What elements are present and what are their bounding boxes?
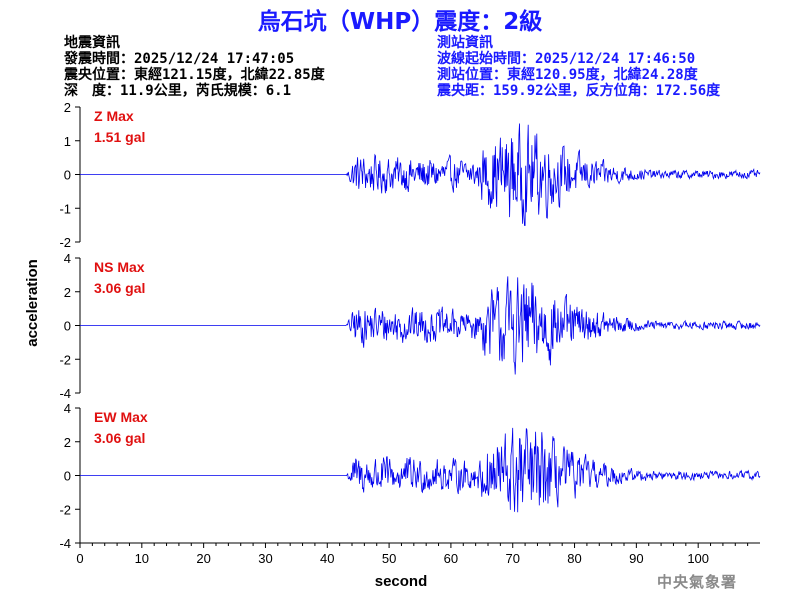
x-tick-label: 0 (76, 551, 83, 566)
x-axis-label: second (375, 573, 428, 590)
x-tick-label: 80 (567, 551, 581, 566)
x-tick-label: 50 (382, 551, 396, 566)
y-axis-label: acceleration (24, 259, 41, 347)
cwa-credit: 中央氣象署 (657, 573, 738, 591)
seismogram-panels: -2 -1 0 1 2 Z Max 1.51 gal -4 -2 0 2 4 NS Max 3.06 ga… (59, 100, 761, 566)
epicentral-distance: 震央距：159.92公里，反方位角：172.56度 (437, 83, 721, 99)
y-tick-label: 2 (64, 100, 71, 115)
x-tick-label: 10 (135, 551, 149, 566)
y-tick-label: -4 (59, 536, 71, 551)
y-tick-label: 2 (64, 285, 71, 300)
depth-magnitude: 深 度：11.9公里，芮氏規模：6.1 (64, 83, 292, 99)
x-tick-label: 90 (629, 551, 643, 566)
max-value-ns: 3.06 gal (94, 280, 145, 296)
x-tick-label: 20 (196, 551, 210, 566)
y-tick-label: -4 (59, 386, 71, 401)
x-tick-label: 60 (444, 551, 458, 566)
station-location: 測站位置：東經120.95度，北緯24.28度 (437, 67, 698, 83)
y-tick-label: 4 (64, 401, 71, 416)
waveform-z (80, 123, 761, 226)
y-tick-label: 2 (64, 435, 71, 450)
max-label-ns: NS Max (94, 259, 145, 275)
earthquake-info: 地震資訊 發震時間：2025/12/24 17:47:05 震央位置：東經121… (64, 35, 325, 99)
waveform-ew (80, 427, 761, 513)
station-info-heading: 測站資訊 (437, 35, 493, 51)
y-tick-label: 0 (64, 319, 71, 334)
y-tick-label: -2 (59, 235, 71, 250)
waveform-start-time: 波線起始時間：2025/12/24 17:46:50 (437, 51, 696, 67)
waveform-ns (80, 276, 761, 375)
x-tick-label: 70 (505, 551, 519, 566)
y-tick-label: -2 (59, 352, 71, 367)
y-tick-label: 1 (64, 134, 71, 149)
max-label-ew: EW Max (94, 409, 148, 425)
max-value-z: 1.51 gal (94, 129, 145, 145)
y-tick-label: 4 (64, 251, 71, 266)
chart-title: 烏石坑（WHP）震度：2級 (257, 9, 543, 35)
y-tick-label: -2 (59, 502, 71, 517)
x-tick-label: 100 (687, 551, 709, 566)
earthquake-info-heading: 地震資訊 (64, 35, 120, 51)
epicenter-location: 震央位置：東經121.15度，北緯22.85度 (64, 67, 325, 83)
x-tick-label: 40 (320, 551, 334, 566)
max-value-ew: 3.06 gal (94, 430, 145, 446)
x-tick-label: 30 (258, 551, 272, 566)
max-label-z: Z Max (94, 108, 134, 124)
y-tick-label: 0 (64, 168, 71, 183)
station-info: 測站資訊 波線起始時間：2025/12/24 17:46:50 測站位置：東經1… (437, 35, 720, 99)
origin-time: 發震時間：2025/12/24 17:47:05 (64, 51, 295, 67)
y-tick-label: -1 (59, 201, 71, 216)
y-tick-label: 0 (64, 469, 71, 484)
